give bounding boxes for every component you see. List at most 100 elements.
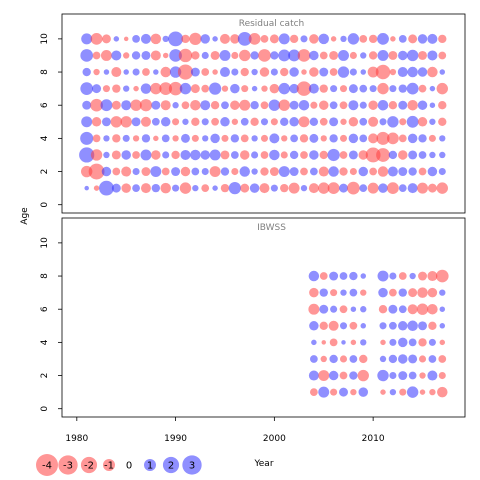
bubble <box>389 372 397 380</box>
bubble <box>308 370 319 381</box>
bubble <box>329 68 338 76</box>
bubble <box>103 151 110 159</box>
bubble <box>90 98 103 112</box>
bubble <box>141 134 151 143</box>
bubble <box>162 52 169 59</box>
bubble <box>348 150 358 160</box>
bubble <box>131 51 141 60</box>
bubble <box>419 389 426 395</box>
bubble <box>130 99 142 111</box>
bubble <box>191 51 200 60</box>
bubble <box>111 150 121 160</box>
bubble <box>368 100 378 110</box>
bubble <box>347 33 360 45</box>
bubble <box>140 116 151 127</box>
bubble <box>90 32 103 45</box>
bubble <box>201 168 209 176</box>
bubble <box>408 371 417 380</box>
bubble <box>172 102 179 109</box>
bubble <box>132 184 140 192</box>
bubble <box>438 101 447 110</box>
bubble <box>141 50 151 60</box>
legend-label: 1 <box>147 461 153 472</box>
bubble <box>180 166 191 177</box>
bubble <box>327 148 340 162</box>
bubble <box>91 117 102 127</box>
bubble <box>309 321 319 331</box>
bubble <box>368 34 378 44</box>
legend-label: 0 <box>126 461 132 472</box>
bubble <box>418 151 427 159</box>
bubble <box>439 323 446 329</box>
bubble <box>407 183 418 194</box>
bubble <box>357 369 369 382</box>
bubble <box>375 64 391 80</box>
bubble <box>190 149 201 161</box>
bubble <box>240 134 249 143</box>
bubble <box>427 287 438 298</box>
bubble <box>377 166 389 177</box>
bubble <box>438 355 447 363</box>
legend-bubble <box>58 455 78 475</box>
panel-title: IBWSS <box>257 223 286 233</box>
bubble <box>132 168 140 176</box>
bubble <box>310 355 318 363</box>
bubble <box>132 35 140 43</box>
bubble <box>408 354 418 364</box>
bubble <box>259 183 270 194</box>
bubble <box>212 69 218 75</box>
bubble <box>368 116 379 127</box>
bubble <box>92 84 102 94</box>
bubble <box>309 50 319 61</box>
bubble <box>319 67 329 77</box>
bubble <box>438 372 446 380</box>
bubble <box>182 118 189 125</box>
bubble <box>406 49 419 62</box>
bubble <box>251 68 258 76</box>
bubble <box>202 135 209 142</box>
bubble <box>399 118 407 126</box>
bubble <box>406 386 419 398</box>
bubble <box>189 32 202 45</box>
bubble <box>319 304 329 314</box>
bubble <box>408 150 418 160</box>
bubble <box>177 64 194 80</box>
bubble <box>350 388 357 396</box>
bubble <box>298 99 310 111</box>
bubble <box>300 167 308 176</box>
bubble <box>153 69 159 75</box>
bubble <box>220 117 230 127</box>
bubble <box>308 303 320 315</box>
bubble <box>278 99 290 111</box>
bubble <box>428 355 437 363</box>
bubble <box>418 84 427 93</box>
bubble <box>330 36 337 42</box>
bubble <box>309 287 319 298</box>
bubble <box>439 135 446 142</box>
bubble <box>132 68 140 76</box>
bubble <box>360 323 367 329</box>
bubble <box>201 184 210 192</box>
bubble <box>160 117 171 127</box>
bubble <box>398 321 408 331</box>
bubble <box>310 388 318 396</box>
bubble <box>329 271 339 281</box>
bubble <box>408 288 418 298</box>
bubble <box>169 66 182 78</box>
bubble <box>201 68 210 76</box>
bubble <box>181 101 190 110</box>
bubble <box>132 151 140 159</box>
bubble <box>311 339 317 346</box>
bubble <box>439 151 446 159</box>
bubble <box>172 184 180 192</box>
bubble <box>260 35 269 43</box>
bubble <box>84 185 89 191</box>
bubble <box>398 35 407 43</box>
bubble <box>239 99 251 111</box>
bubble <box>439 306 446 312</box>
bubble <box>110 116 123 128</box>
y-tick-label: 8 <box>40 273 50 279</box>
bubble <box>230 83 240 94</box>
bubble <box>379 322 387 330</box>
